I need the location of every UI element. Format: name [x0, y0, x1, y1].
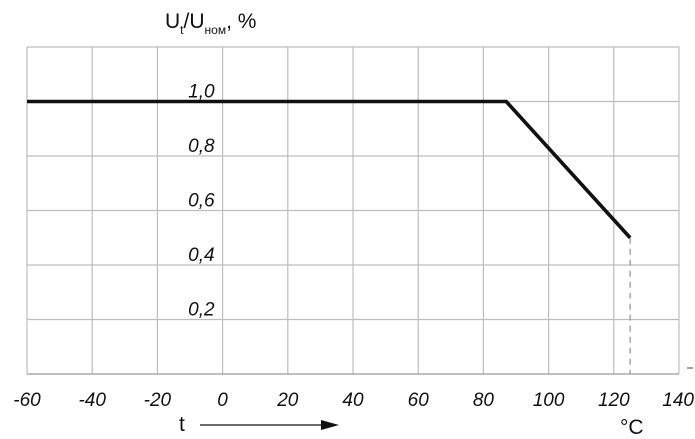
x-axis-arrow	[200, 420, 339, 430]
x-tick-label: 40	[342, 390, 364, 411]
y-tick-label: 0,6	[188, 191, 215, 212]
grid	[26, 46, 693, 375]
x-tick-label: 20	[276, 390, 299, 411]
x-tick-label: -40	[78, 390, 106, 411]
x-tick-labels: -60 -40 -20 0 20 40 60 80 100 120 140	[13, 390, 694, 411]
x-tick-label: 0	[217, 390, 228, 411]
y-tick-label: 0,2	[188, 300, 215, 321]
series-line	[27, 99, 632, 239]
x-tick-label: -60	[13, 390, 41, 411]
x-axis-label: t	[179, 413, 185, 436]
y-axis-label: Ut/Uном, %	[165, 10, 256, 37]
x-tick-label: 140	[662, 390, 694, 411]
y-tick-label: 0,4	[188, 245, 214, 266]
y-tick-label: 0,8	[188, 136, 215, 157]
x-axis-unit: °C	[620, 416, 644, 439]
x-tick-label: -20	[144, 390, 172, 411]
x-tick-label: 120	[598, 390, 630, 411]
series-lines	[27, 99, 632, 239]
x-tick-label: 80	[473, 390, 495, 411]
y-tick-label: 1,0	[188, 82, 215, 103]
x-tick-label: 100	[533, 390, 565, 411]
x-tick-label: 60	[408, 390, 430, 411]
x-axis-arrow-head	[321, 420, 339, 430]
y-tick-labels: 0,2 0,4 0,6 0,8 1,0	[188, 82, 215, 321]
